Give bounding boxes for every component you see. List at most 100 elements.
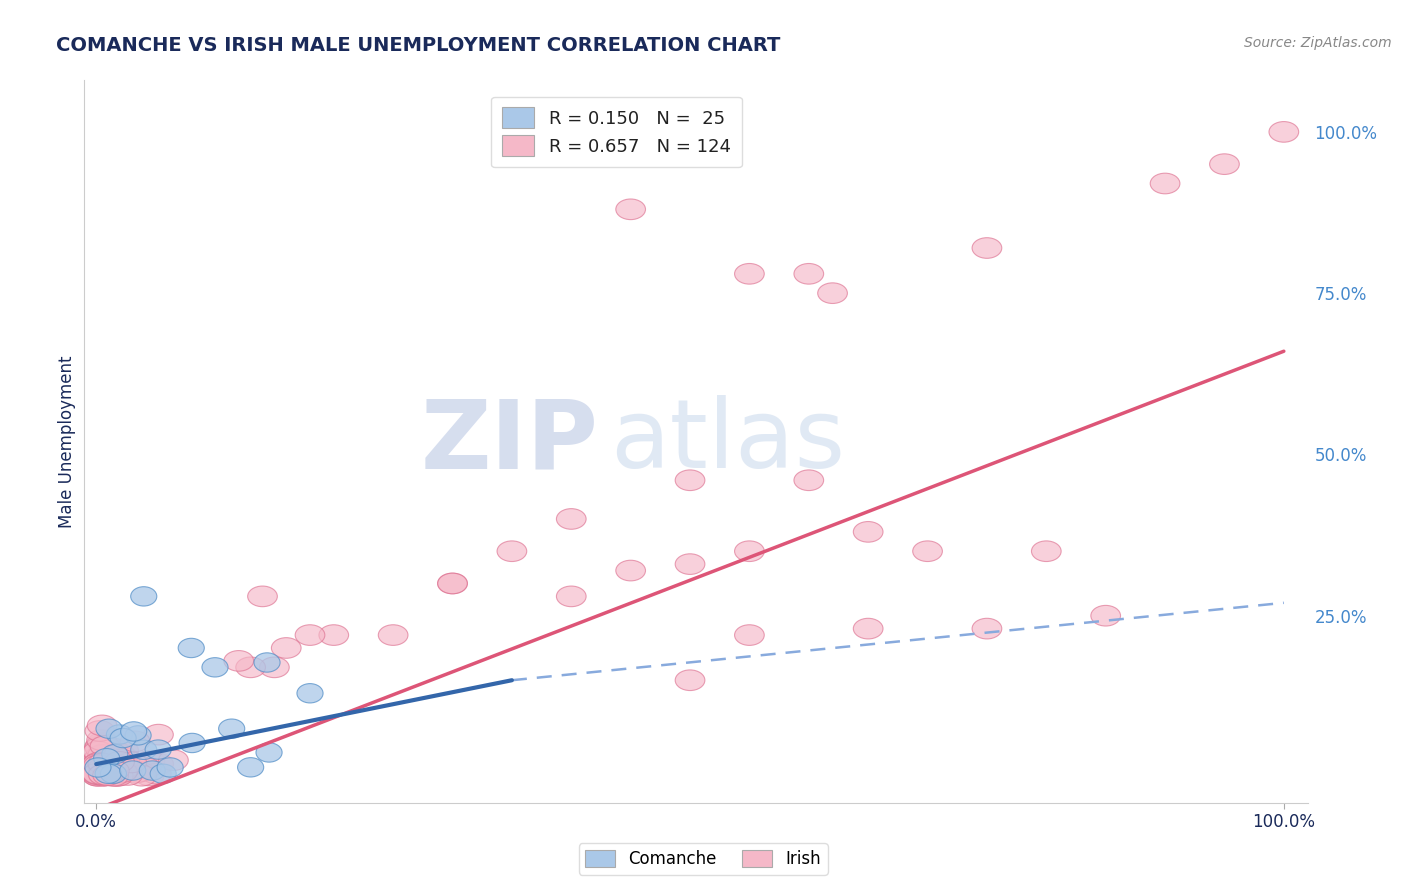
Ellipse shape [734,624,765,646]
Ellipse shape [1032,541,1062,562]
Ellipse shape [89,757,118,778]
Legend: R = 0.150   N =  25, R = 0.657   N = 124: R = 0.150 N = 25, R = 0.657 N = 124 [491,96,742,167]
Ellipse shape [734,541,765,562]
Ellipse shape [145,739,172,759]
Text: COMANCHE VS IRISH MALE UNEMPLOYMENT CORRELATION CHART: COMANCHE VS IRISH MALE UNEMPLOYMENT CORR… [56,36,780,54]
Ellipse shape [675,670,704,690]
Ellipse shape [1270,121,1299,142]
Ellipse shape [83,762,112,782]
Ellipse shape [84,760,114,780]
Ellipse shape [90,746,120,766]
Ellipse shape [218,719,245,739]
Ellipse shape [557,508,586,529]
Ellipse shape [87,745,118,765]
Ellipse shape [139,761,166,780]
Ellipse shape [117,759,146,780]
Ellipse shape [1209,153,1239,175]
Ellipse shape [143,724,173,745]
Ellipse shape [97,756,128,777]
Ellipse shape [100,760,129,781]
Y-axis label: Male Unemployment: Male Unemployment [58,355,76,528]
Ellipse shape [83,765,112,786]
Ellipse shape [87,765,117,786]
Ellipse shape [84,738,114,758]
Ellipse shape [616,199,645,219]
Ellipse shape [84,736,115,756]
Ellipse shape [616,560,645,581]
Ellipse shape [96,719,122,739]
Ellipse shape [179,639,204,657]
Ellipse shape [112,764,142,785]
Ellipse shape [98,763,128,783]
Ellipse shape [94,748,120,768]
Ellipse shape [87,764,117,784]
Ellipse shape [127,765,156,786]
Ellipse shape [260,657,290,678]
Ellipse shape [96,764,121,783]
Ellipse shape [818,283,848,303]
Ellipse shape [256,743,283,762]
Ellipse shape [83,755,112,775]
Ellipse shape [794,263,824,285]
Ellipse shape [437,574,467,594]
Ellipse shape [91,764,121,784]
Ellipse shape [117,752,146,772]
Ellipse shape [271,638,301,658]
Ellipse shape [83,754,112,774]
Ellipse shape [150,764,176,783]
Ellipse shape [89,758,120,779]
Ellipse shape [111,759,141,780]
Ellipse shape [378,624,408,646]
Ellipse shape [114,762,143,782]
Ellipse shape [83,757,112,778]
Ellipse shape [83,765,112,786]
Ellipse shape [101,745,128,764]
Ellipse shape [83,764,112,784]
Ellipse shape [437,574,467,594]
Text: ZIP: ZIP [420,395,598,488]
Ellipse shape [111,756,141,778]
Ellipse shape [131,758,162,779]
Ellipse shape [87,732,117,753]
Ellipse shape [84,752,114,773]
Ellipse shape [87,715,117,736]
Ellipse shape [108,761,138,781]
Ellipse shape [83,765,112,786]
Ellipse shape [94,748,124,769]
Ellipse shape [97,763,128,783]
Ellipse shape [84,763,115,783]
Ellipse shape [89,763,118,783]
Ellipse shape [84,721,115,741]
Ellipse shape [86,757,115,778]
Ellipse shape [86,754,115,774]
Ellipse shape [110,748,141,769]
Ellipse shape [121,722,146,741]
Ellipse shape [108,762,138,782]
Ellipse shape [104,743,135,764]
Ellipse shape [179,733,205,753]
Ellipse shape [1150,173,1180,194]
Ellipse shape [90,736,120,756]
Ellipse shape [90,765,120,786]
Ellipse shape [97,738,127,758]
Ellipse shape [912,541,942,562]
Ellipse shape [110,729,136,747]
Ellipse shape [89,757,118,778]
Ellipse shape [105,748,135,769]
Ellipse shape [100,764,127,783]
Ellipse shape [254,653,280,673]
Ellipse shape [93,764,122,786]
Ellipse shape [91,757,121,778]
Ellipse shape [96,763,125,784]
Ellipse shape [84,764,114,785]
Ellipse shape [236,657,266,678]
Ellipse shape [498,541,527,562]
Ellipse shape [120,761,146,780]
Ellipse shape [557,586,586,607]
Ellipse shape [90,765,120,786]
Ellipse shape [101,762,131,782]
Ellipse shape [224,650,253,671]
Ellipse shape [98,765,128,786]
Ellipse shape [94,751,124,772]
Ellipse shape [734,263,765,285]
